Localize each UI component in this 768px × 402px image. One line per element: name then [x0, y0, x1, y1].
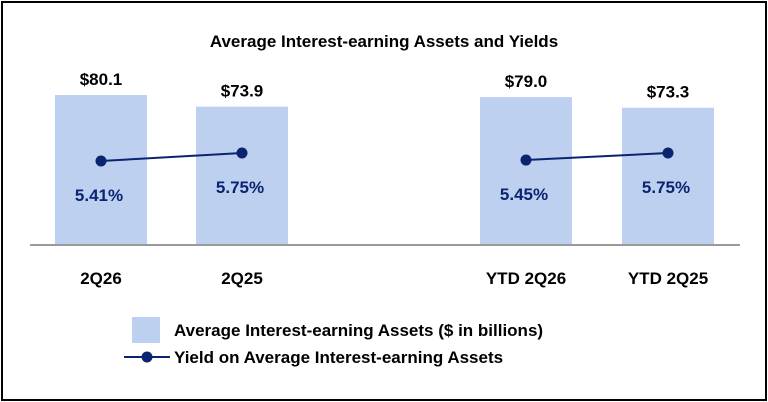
bar-2: [480, 97, 572, 245]
yield-point-0: [95, 155, 107, 167]
yield-line-segment-1: [525, 152, 669, 162]
bar-value-label-3: $73.3: [647, 83, 690, 102]
category-label-1: 2Q25: [221, 269, 263, 288]
bar-3: [622, 107, 714, 246]
yield-point-1: [236, 147, 248, 159]
bar-1: [196, 106, 288, 245]
bar-0: [55, 94, 147, 245]
legend-bar-label: Average Interest-earning Assets ($ in bi…: [174, 321, 543, 340]
category-label-0: 2Q26: [80, 269, 122, 288]
bar-value-label-1: $73.9: [221, 82, 264, 101]
bar-value-label-2: $79.0: [505, 72, 548, 91]
yield-value-label-1: 5.75%: [216, 178, 264, 197]
yield-value-label-2: 5.45%: [500, 185, 548, 204]
legend-bar-swatch: [132, 317, 160, 343]
yield-line-segment-0: [100, 152, 243, 162]
chart-title: Average Interest-earning Assets and Yiel…: [210, 32, 558, 51]
yield-point-3: [662, 147, 674, 159]
legend-line-marker: [141, 351, 153, 363]
yield-value-label-0: 5.41%: [75, 186, 123, 205]
bar-value-label-0: $80.1: [80, 70, 123, 89]
category-label-3: YTD 2Q25: [628, 269, 708, 288]
legend-line-label: Yield on Average Interest-earning Assets: [174, 348, 503, 367]
category-label-2: YTD 2Q26: [486, 269, 566, 288]
yield-point-2: [520, 154, 532, 166]
yield-value-label-3: 5.75%: [642, 178, 690, 197]
